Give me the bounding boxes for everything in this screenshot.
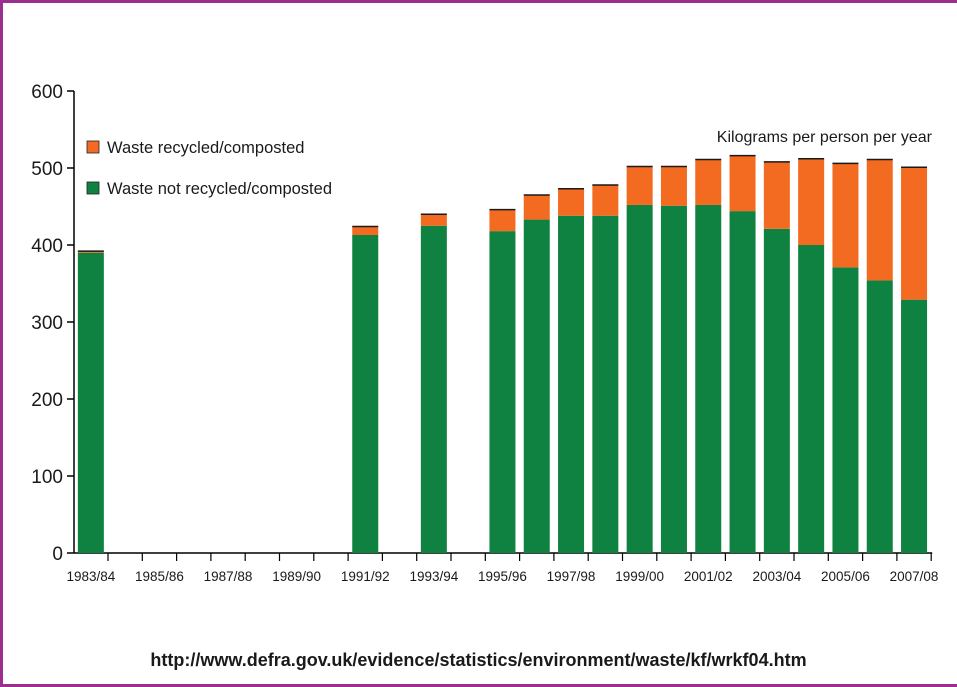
bar-recycled — [592, 184, 619, 216]
bar-recycled — [763, 161, 790, 229]
bar-recycled — [489, 209, 516, 232]
bar-not-recycled — [77, 252, 104, 553]
x-tick-label: 1985/86 — [135, 569, 184, 584]
bar-recycled — [626, 166, 653, 205]
x-tick-label: 2007/08 — [890, 569, 939, 584]
bar-recycled — [729, 155, 756, 212]
legend-swatch — [86, 140, 100, 154]
bar-recycled — [832, 163, 859, 268]
x-tick-label: 1983/84 — [66, 569, 115, 584]
legend-swatch — [86, 181, 100, 195]
x-tick-label: 2003/04 — [752, 569, 801, 584]
legend-label: Waste not recycled/composted — [107, 180, 332, 198]
x-tick-label: 2005/06 — [821, 569, 870, 584]
y-tick-label: 600 — [31, 82, 63, 103]
bar-recycled — [660, 166, 687, 206]
bar-recycled — [695, 159, 722, 205]
bar-not-recycled — [592, 215, 619, 554]
bar-recycled — [420, 214, 447, 226]
bar-not-recycled — [420, 225, 447, 553]
y-tick-label: 500 — [31, 159, 63, 180]
stacked-bar-chart: 0 100 200 300 400 500 600 1983/84 1985/86 1987/88… — [31, 82, 939, 584]
y-tick-label: 0 — [52, 544, 63, 565]
x-tick-label: 1993/94 — [409, 569, 458, 584]
bar-not-recycled — [832, 267, 859, 553]
bar-recycled — [866, 159, 893, 281]
x-tick-label: 1989/90 — [272, 569, 321, 584]
bar-not-recycled — [763, 228, 790, 553]
y-tick-label: 100 — [31, 467, 63, 488]
x-tick-label: 1991/92 — [341, 569, 390, 584]
bar-not-recycled — [660, 205, 687, 554]
x-tick-label: 1995/96 — [478, 569, 527, 584]
source-url[interactable]: http://www.defra.gov.uk/evidence/statist… — [150, 650, 807, 670]
bar-recycled — [77, 251, 104, 253]
bar-not-recycled — [695, 204, 722, 553]
x-tick-label: 1999/00 — [615, 569, 664, 584]
bar-recycled — [523, 194, 550, 220]
y-tick-label: 400 — [31, 236, 63, 257]
bar-not-recycled — [626, 204, 653, 553]
bar-recycled — [558, 188, 585, 216]
x-tick-label: 1997/98 — [547, 569, 596, 584]
bar-not-recycled — [352, 234, 379, 554]
bar-recycled — [798, 158, 825, 245]
bar-recycled — [352, 226, 379, 235]
bar-not-recycled — [729, 211, 756, 553]
bar-not-recycled — [558, 215, 585, 554]
x-tick-label: 2001/02 — [684, 569, 733, 584]
bar-not-recycled — [523, 219, 550, 553]
legend-label: Waste recycled/composted — [107, 139, 304, 157]
x-tick-label: 1987/88 — [204, 569, 253, 584]
bar-not-recycled — [866, 280, 893, 553]
y-tick-label: 200 — [31, 390, 63, 411]
bar-not-recycled — [901, 299, 928, 553]
unit-note: Kilograms per person per year — [717, 129, 933, 146]
bar-recycled — [901, 167, 928, 300]
y-tick-label: 300 — [31, 313, 63, 334]
bar-not-recycled — [798, 245, 825, 553]
bar-not-recycled — [489, 231, 516, 553]
